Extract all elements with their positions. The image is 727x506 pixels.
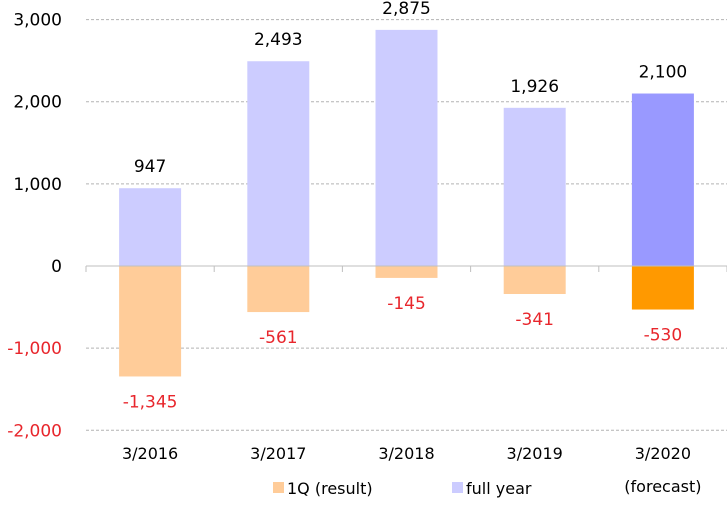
- data-label: -1,345: [123, 392, 178, 412]
- bar-full-year-2: [375, 29, 438, 266]
- category-labels: 3/2016 3/2017 3/2018 3/2019 3/2020 (forecast): [122, 444, 702, 496]
- category-label: 3/2017: [250, 444, 306, 463]
- data-label: -530: [644, 326, 683, 346]
- y-tick-label: 0: [51, 257, 62, 277]
- bar-1q-result-1: [247, 266, 310, 313]
- category-label-note: (forecast): [624, 477, 701, 496]
- legend-label: full year: [466, 479, 532, 498]
- legend: 1Q (result) full year: [273, 479, 532, 498]
- category-label: 3/2018: [378, 444, 434, 463]
- data-label: 2,875: [382, 0, 431, 19]
- data-label: -341: [515, 310, 554, 330]
- bar-1q-result-0: [119, 266, 182, 377]
- y-tick-label: -2,000: [7, 421, 62, 441]
- bar-1q-result-4: [631, 266, 694, 310]
- bar-full-year-1: [247, 61, 310, 266]
- bars: [119, 29, 694, 377]
- y-tick-label: 1,000: [13, 175, 62, 195]
- bar-1q-result-2: [375, 266, 438, 278]
- x-axis: [85, 265, 727, 272]
- data-label: 2,100: [639, 63, 688, 83]
- bar-full-year-0: [119, 188, 182, 266]
- category-label: 3/2016: [122, 444, 178, 463]
- y-tick-label: 2,000: [13, 93, 62, 113]
- data-label: 2,493: [254, 30, 303, 50]
- bar-full-year-3: [503, 107, 566, 266]
- y-tick-label: 3,000: [13, 11, 62, 31]
- data-label: 947: [134, 157, 166, 177]
- legend-swatch: [452, 482, 463, 493]
- data-label: -145: [387, 294, 426, 314]
- bar-full-year-4: [631, 93, 694, 266]
- data-label: 1,926: [510, 77, 559, 97]
- data-labels: -1,345 -561 -145 -341 -530 947 2,493 2,875 1,926…: [123, 0, 688, 412]
- category-label: 3/2019: [507, 444, 563, 463]
- legend-swatch: [273, 482, 284, 493]
- data-label: -561: [259, 328, 298, 348]
- bar-1q-result-3: [503, 266, 566, 295]
- legend-label: 1Q (result): [287, 479, 373, 498]
- category-label: 3/2020: [635, 444, 691, 463]
- y-axis-tick-labels: 3,000 2,000 1,000 0 -1,000 -2,000: [7, 11, 62, 442]
- y-tick-label: -1,000: [7, 339, 62, 359]
